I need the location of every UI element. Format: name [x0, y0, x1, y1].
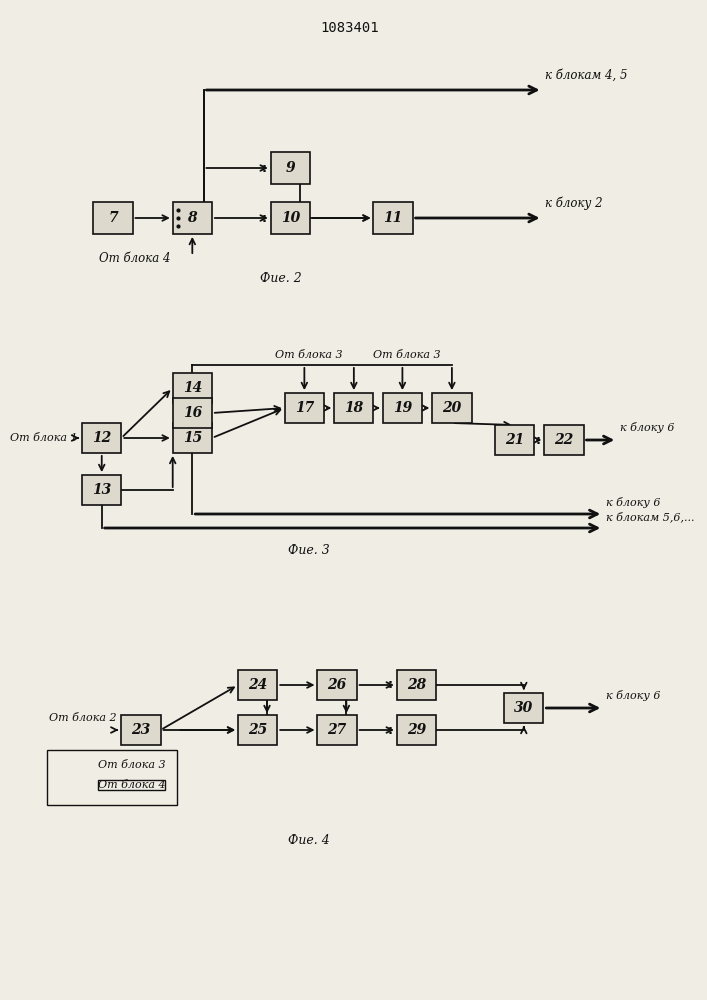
Text: :: : [262, 212, 267, 225]
Text: От блока 3: От блока 3 [98, 760, 165, 770]
Text: 12: 12 [92, 431, 112, 445]
Text: От блока 2: От блока 2 [49, 713, 117, 723]
Bar [317, 670, 356, 700]
Text: 23: 23 [132, 723, 151, 737]
Text: От блока 3: От блока 3 [373, 350, 441, 360]
Text: 10: 10 [281, 211, 300, 225]
Bar [397, 670, 436, 700]
Bar [238, 715, 277, 745]
Bar [82, 423, 122, 453]
Bar [82, 475, 122, 505]
Text: От блока 3: От блока 3 [275, 350, 343, 360]
Text: :: : [388, 724, 393, 736]
Text: 30: 30 [514, 701, 533, 715]
Bar [271, 152, 310, 184]
Text: Фие. 4: Фие. 4 [288, 834, 330, 846]
Text: От блока 1: От блока 1 [10, 433, 78, 443]
Bar [544, 425, 583, 455]
Bar [504, 693, 544, 723]
Bar [373, 202, 413, 234]
Bar [271, 202, 310, 234]
Text: Фие. 2: Фие. 2 [260, 271, 302, 284]
Bar [432, 393, 472, 423]
Text: 29: 29 [407, 723, 426, 737]
Bar [173, 423, 212, 453]
Text: 9: 9 [286, 161, 295, 175]
Bar [93, 202, 132, 234]
Text: От блока 4: От блока 4 [99, 252, 170, 265]
Text: 20: 20 [443, 401, 462, 415]
Text: 15: 15 [182, 431, 202, 445]
Text: к блоку 2: к блоку 2 [545, 196, 603, 210]
Text: 14: 14 [182, 381, 202, 395]
Text: 27: 27 [327, 723, 346, 737]
Text: 1083401: 1083401 [320, 21, 378, 35]
Bar [495, 425, 534, 455]
Text: 21: 21 [505, 433, 524, 447]
Text: 26: 26 [327, 678, 346, 692]
Text: 13: 13 [92, 483, 112, 497]
Text: :: : [388, 678, 393, 692]
Text: 24: 24 [248, 678, 267, 692]
Bar [317, 715, 356, 745]
Text: к блоку 6: к блоку 6 [620, 422, 674, 433]
Text: к блокам 5,6,...: к блокам 5,6,... [606, 511, 694, 522]
Text: 22: 22 [554, 433, 573, 447]
Bar [238, 670, 277, 700]
Bar [173, 373, 212, 403]
Text: к блоку 6: к блоку 6 [606, 690, 660, 701]
Text: 18: 18 [344, 401, 363, 415]
Text: :: : [536, 434, 541, 446]
Text: 11: 11 [383, 211, 403, 225]
Text: 7: 7 [108, 211, 118, 225]
Bar [173, 398, 212, 428]
Text: 17: 17 [295, 401, 314, 415]
Text: От блока 4: От блока 4 [98, 780, 165, 790]
Text: к блокам 4, 5: к блокам 4, 5 [545, 69, 628, 82]
Bar [47, 750, 177, 805]
Bar [334, 393, 373, 423]
Text: :: : [262, 161, 267, 174]
Bar [173, 202, 212, 234]
Bar [397, 715, 436, 745]
Bar [122, 715, 160, 745]
Bar [382, 393, 422, 423]
Text: 16: 16 [182, 406, 202, 420]
Text: Фие. 3: Фие. 3 [288, 544, 330, 556]
Text: 25: 25 [248, 723, 267, 737]
Text: 28: 28 [407, 678, 426, 692]
Bar [285, 393, 324, 423]
Text: к блоку 6: к блоку 6 [606, 497, 660, 508]
Text: 19: 19 [393, 401, 412, 415]
Text: 8: 8 [187, 211, 197, 225]
